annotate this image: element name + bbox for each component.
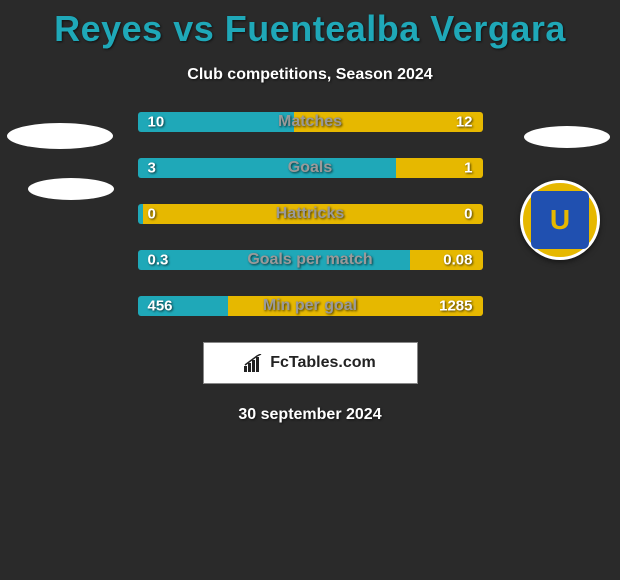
stat-value-right: 1 — [464, 160, 472, 177]
comparison-subtitle: Club competitions, Season 2024 — [0, 66, 620, 84]
stat-value-right: 1285 — [439, 298, 472, 315]
stats-container: Matches 10 12 Goals 3 1 Hattricks 0 0 Goals per m… — [0, 112, 620, 316]
stat-label: Hattricks — [276, 205, 344, 223]
stat-label: Matches — [278, 113, 342, 131]
stat-value-right: 12 — [456, 114, 473, 131]
stat-value-left: 10 — [148, 114, 165, 131]
stat-label: Goals — [288, 159, 332, 177]
stat-value-right: 0 — [464, 206, 472, 223]
comparison-title: Reyes vs Fuentealba Vergara — [0, 0, 620, 50]
stat-row: Hattricks 0 0 — [138, 204, 483, 224]
stat-label: Min per goal — [263, 297, 357, 315]
stat-row: Goals 3 1 — [138, 158, 483, 178]
stat-value-left: 0.3 — [148, 252, 169, 269]
brand-text: FcTables.com — [270, 354, 376, 372]
stat-bar-left — [138, 158, 397, 178]
stat-row: Goals per match 0.3 0.08 — [138, 250, 483, 270]
stat-value-right: 0.08 — [443, 252, 472, 269]
brand-chart-icon — [244, 354, 266, 372]
stat-value-left: 3 — [148, 160, 156, 177]
date-line: 30 september 2024 — [0, 406, 620, 424]
stat-row: Min per goal 456 1285 — [138, 296, 483, 316]
stat-label: Goals per match — [247, 251, 372, 269]
stat-value-left: 456 — [148, 298, 173, 315]
stat-value-left: 0 — [148, 206, 156, 223]
brand-box: FcTables.com — [203, 342, 418, 384]
stat-row: Matches 10 12 — [138, 112, 483, 132]
